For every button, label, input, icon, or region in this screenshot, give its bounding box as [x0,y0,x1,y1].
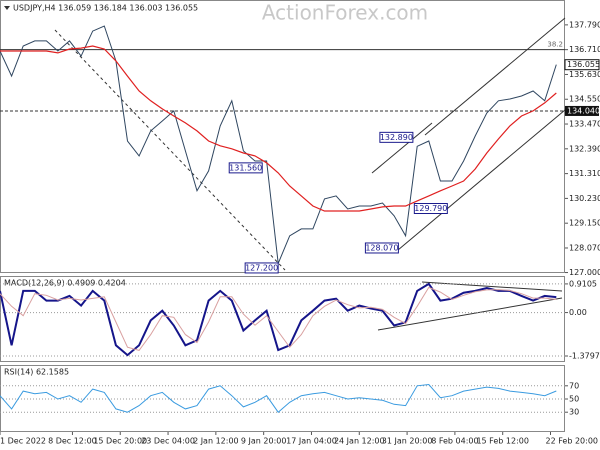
annotation-box [244,262,279,274]
level-label: 38.2 [547,41,563,49]
y-tick-label: 0.00 [569,308,587,317]
y-tick-label: 129.150 [569,219,600,228]
price-box [564,59,600,71]
triangle-line [377,297,563,331]
y-tick-label: 128.070 [569,243,600,252]
y-tick-label: 0.9105 [569,279,597,288]
y-tick-label: 133.470 [569,120,600,129]
x-tick-label: 2 Jan 12:00 [193,437,239,446]
channel-line [397,109,566,251]
annotation-box [228,162,263,174]
triangle-line [421,281,563,292]
channel-line [424,17,566,136]
annotation-label: 128.070 [365,243,398,252]
x-tick-label: 22 Feb 20:00 [546,437,598,446]
y-tick-label: 70 [569,381,579,390]
y-tick-label: 30 [569,408,579,417]
x-tick-label: 8 Dec 12:00 [48,437,97,446]
annotation-box [413,203,448,215]
channel-guide [378,18,565,172]
y-tick-label: 50 [569,395,579,404]
x-tick-label: 31 Jan 20:00 [382,437,433,446]
x-tick-label: 15 Dec 20:00 [93,437,147,446]
macd-panel [0,276,565,362]
y-tick-label: -1.3797 [569,352,600,361]
annotation-label: 127.200 [245,263,278,272]
annotation-label: 129.790 [414,204,447,213]
watermark: ActionForex.com [262,1,428,25]
series-line [0,286,557,351]
x-tick-label: 17 Jan 04:00 [286,437,337,446]
rsi-title: RSI(14) 62.1585 [4,368,69,377]
level-box [565,105,599,116]
y-tick-label: 130.230 [569,194,600,203]
x-tick-label: 1 Dec 2022 [0,437,46,446]
chart-title: USDJPY,H4 136.059 136.184 136.003 136.05… [13,4,198,13]
x-tick-label: 8 Feb 04:00 [431,437,478,446]
y-tick-label: 135.630 [569,70,600,79]
annotation-label: 132.890 [380,133,413,142]
macd-title: MACD(12,26,9) 0.4909 0.4204 [4,279,126,288]
channel-line [371,122,433,174]
series-line [0,25,557,266]
series-line [0,45,557,212]
x-tick-label: 9 Jan 20:00 [241,437,287,446]
series-line [0,282,557,357]
y-tick-label: 131.310 [569,169,600,178]
price-label: 136.055 [567,60,600,69]
annotation-box [364,242,399,254]
trend-line [54,29,286,271]
level-label: 134.040 [567,106,600,115]
y-tick-label: 132.390 [569,144,600,153]
y-tick-label: 127.000 [569,268,600,277]
x-tick-label: 24 Jan 12:00 [334,437,385,446]
x-tick-label: 23 Dec 04:00 [141,437,195,446]
x-tick-label: 15 Feb 12:00 [476,437,528,446]
y-tick-label: 136.710 [569,45,600,54]
series-line [0,383,557,413]
annotation-box [379,131,414,143]
main-panel [0,0,565,273]
y-tick-label: 134.550 [569,95,600,104]
menu-icon [4,6,10,10]
annotation-label: 131.560 [229,163,262,172]
y-tick-label: 137.790 [569,20,600,29]
